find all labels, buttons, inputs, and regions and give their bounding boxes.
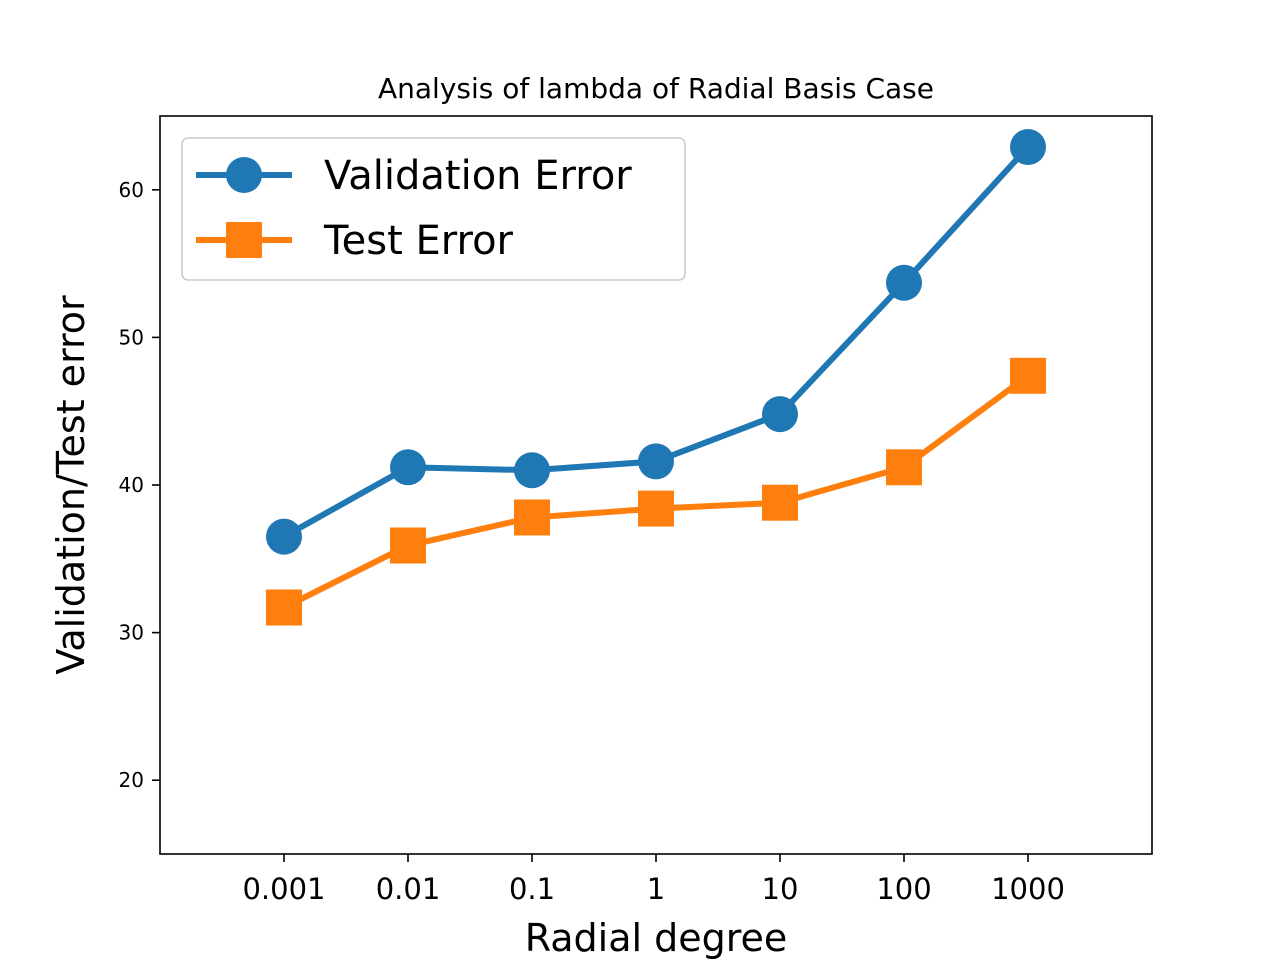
series-0 (266, 128, 1046, 555)
x-tick-label-2: 0.1 (509, 872, 555, 906)
series-1-point-6 (1010, 357, 1046, 394)
series-1-point-4 (762, 484, 798, 521)
y-tick-label-60: 60 (119, 178, 144, 202)
series-1-point-1 (390, 527, 426, 564)
plot-area (266, 128, 1046, 626)
legend-box (181, 137, 686, 281)
x-axis-label: Radial degree (525, 916, 788, 960)
x-tick-label-5: 100 (876, 872, 931, 906)
x-tick-label-0: 0.001 (242, 872, 325, 906)
x-tick-label-1: 0.01 (376, 872, 441, 906)
legend: Validation Error Test Error (181, 137, 686, 281)
legend-marker-test (226, 222, 262, 258)
series-1 (266, 357, 1046, 626)
y-tick-label-30: 30 (119, 621, 144, 645)
chart-title: Analysis of lambda of Radial Basis Case (378, 72, 934, 105)
series-0-point-0 (266, 518, 302, 555)
series-1-point-2 (514, 499, 550, 536)
y-tick-label-20: 20 (119, 768, 144, 792)
legend-marker-validation (226, 157, 262, 193)
legend-label-test: Test Error (323, 218, 514, 264)
x-tick-label-4: 10 (762, 872, 799, 906)
series-0-point-6 (1010, 128, 1046, 165)
y-tick-label-40: 40 (119, 473, 144, 497)
legend-label-validation: Validation Error (324, 153, 632, 199)
series-0-point-5 (886, 264, 922, 301)
series-1-point-0 (266, 589, 302, 626)
series-1-point-3 (638, 490, 674, 527)
x-axis: 0.001 0.01 0.1 1 10 100 1000 (242, 854, 1065, 906)
x-tick-label-3: 1 (647, 872, 665, 906)
y-axis-label: Validation/Test error (49, 295, 93, 675)
y-axis: 20 30 40 50 60 (119, 178, 160, 792)
series-0-point-1 (390, 449, 426, 486)
y-tick-label-50: 50 (119, 325, 144, 349)
series-0-point-2 (514, 452, 550, 489)
x-tick-label-6: 1000 (991, 872, 1065, 906)
series-1-point-5 (886, 449, 922, 486)
series-0-point-3 (638, 443, 674, 480)
series-0-point-4 (762, 396, 798, 433)
